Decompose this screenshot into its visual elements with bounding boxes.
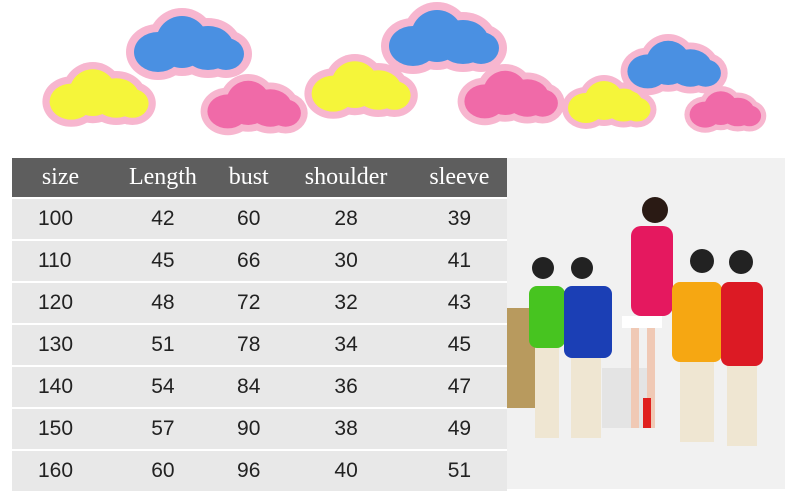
cell-bust: 90 bbox=[216, 407, 281, 450]
cell-bust: 84 bbox=[216, 365, 281, 408]
cell-bust: 78 bbox=[216, 323, 281, 366]
cloud bbox=[42, 62, 156, 127]
cloud bbox=[381, 2, 507, 74]
cell-sleeve: 45 bbox=[411, 323, 507, 366]
cell-size: 100 bbox=[12, 197, 109, 240]
cloud bbox=[562, 75, 657, 129]
cell-length: 51 bbox=[108, 323, 217, 366]
cell-size: 140 bbox=[12, 365, 109, 408]
cell-shoulder: 40 bbox=[280, 449, 412, 491]
header-bust: bust bbox=[216, 158, 281, 198]
cell-shoulder: 28 bbox=[280, 197, 412, 240]
header-length: Length bbox=[108, 158, 217, 198]
child-red-hoodie bbox=[721, 250, 763, 446]
cloud bbox=[684, 86, 767, 133]
cell-length: 60 bbox=[108, 449, 217, 491]
cloud bbox=[304, 54, 418, 119]
table-header-row: size Length bust shoulder sleeve bbox=[12, 158, 507, 198]
size-chart-table: size Length bust shoulder sleeve 100 42 60… bbox=[12, 158, 507, 491]
cell-length: 45 bbox=[108, 239, 217, 282]
table-row: 150 57 90 38 49 bbox=[12, 407, 507, 450]
table-row: 130 51 78 34 45 bbox=[12, 323, 507, 366]
child-green-hoodie bbox=[529, 257, 565, 438]
cell-length: 57 bbox=[108, 407, 217, 450]
cell-bust: 60 bbox=[216, 197, 281, 240]
cell-sleeve: 41 bbox=[411, 239, 507, 282]
child-yellow-hoodie bbox=[672, 249, 722, 442]
cell-shoulder: 34 bbox=[280, 323, 412, 366]
cloud bbox=[200, 74, 308, 136]
table-row: 160 60 96 40 51 bbox=[12, 449, 507, 491]
cell-bust: 96 bbox=[216, 449, 281, 491]
cell-length: 54 bbox=[108, 365, 217, 408]
cell-size: 150 bbox=[12, 407, 109, 450]
cell-sleeve: 39 bbox=[411, 197, 507, 240]
cell-sleeve: 47 bbox=[411, 365, 507, 408]
table-row: 100 42 60 28 39 bbox=[12, 197, 507, 240]
cloud bbox=[620, 34, 728, 96]
product-photo-kids-hoodies bbox=[507, 158, 785, 489]
cell-sleeve: 43 bbox=[411, 281, 507, 324]
cloud-decoration bbox=[42, 2, 767, 136]
cell-size: 130 bbox=[12, 323, 109, 366]
cell-length: 42 bbox=[108, 197, 217, 240]
cell-size: 110 bbox=[12, 239, 109, 282]
cell-bust: 72 bbox=[216, 281, 281, 324]
cell-bust: 66 bbox=[216, 239, 281, 282]
header-shoulder: shoulder bbox=[280, 158, 412, 198]
cell-shoulder: 36 bbox=[280, 365, 412, 408]
child-blue-hoodie bbox=[564, 257, 612, 438]
cell-shoulder: 32 bbox=[280, 281, 412, 324]
cell-sleeve: 49 bbox=[411, 407, 507, 450]
cell-length: 48 bbox=[108, 281, 217, 324]
cell-shoulder: 30 bbox=[280, 239, 412, 282]
person-woman-pink-hoodie bbox=[622, 197, 673, 428]
cloud bbox=[126, 8, 252, 80]
header-size: size bbox=[12, 158, 109, 198]
table-row: 120 48 72 32 43 bbox=[12, 281, 507, 324]
cell-shoulder: 38 bbox=[280, 407, 412, 450]
cell-size: 120 bbox=[12, 281, 109, 324]
table-row: 140 54 84 36 47 bbox=[12, 365, 507, 408]
cell-sleeve: 51 bbox=[411, 449, 507, 491]
header-sleeve: sleeve bbox=[411, 158, 507, 198]
table-row: 110 45 66 30 41 bbox=[12, 239, 507, 282]
cell-size: 160 bbox=[12, 449, 109, 491]
cloud bbox=[457, 64, 565, 126]
